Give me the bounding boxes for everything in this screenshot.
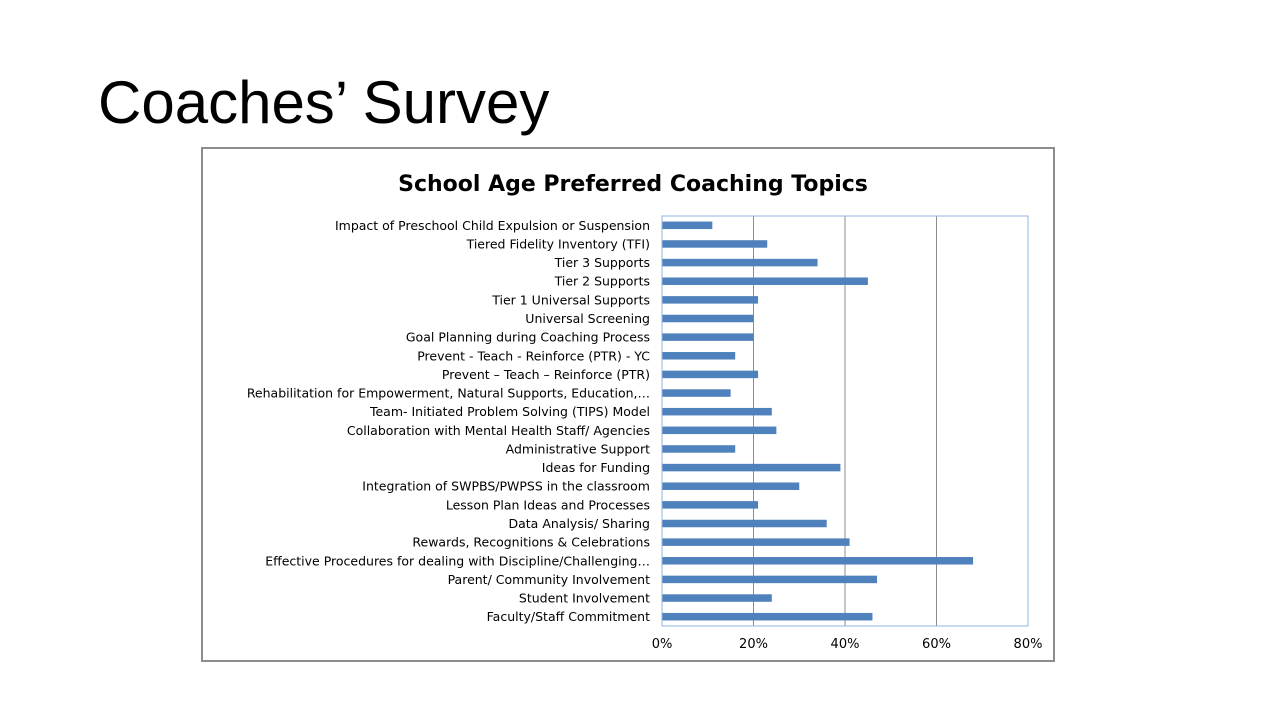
bar bbox=[662, 277, 868, 285]
x-tick-label: 60% bbox=[922, 637, 951, 652]
category-label: Universal Screening bbox=[525, 311, 650, 326]
category-label: Student Involvement bbox=[519, 591, 650, 606]
bar bbox=[662, 575, 878, 584]
bar bbox=[662, 594, 772, 602]
bar bbox=[662, 296, 759, 304]
category-label: Faculty/Staff Commitment bbox=[487, 609, 650, 624]
category-label: Ideas for Funding bbox=[542, 460, 650, 475]
category-label: Rewards, Recognitions & Celebrations bbox=[412, 535, 650, 550]
bar bbox=[662, 333, 754, 341]
bar bbox=[662, 612, 873, 621]
bar bbox=[662, 389, 731, 397]
category-label: Data Analysis/ Sharing bbox=[509, 516, 651, 531]
chart-frame: School Age Preferred Coaching Topics Imp… bbox=[201, 147, 1055, 662]
x-tick-label: 0% bbox=[652, 637, 673, 652]
bar bbox=[662, 407, 772, 416]
bar bbox=[662, 426, 777, 435]
category-label: Lesson Plan Ideas and Processes bbox=[446, 497, 650, 512]
category-label: Parent/ Community Involvement bbox=[448, 572, 651, 587]
bar bbox=[662, 445, 736, 453]
category-labels: Impact of Preschool Child Expulsion or S… bbox=[247, 218, 650, 624]
bar bbox=[662, 370, 759, 379]
plot-area-border bbox=[661, 215, 1029, 627]
category-label: Tiered Fidelity Inventory (TFI) bbox=[466, 236, 650, 251]
bars bbox=[662, 221, 974, 621]
bar bbox=[662, 519, 827, 528]
bar bbox=[662, 463, 841, 472]
slide-title: Coaches’ Survey bbox=[98, 69, 550, 136]
category-label: Prevent - Teach - Reinforce (PTR) - YC bbox=[417, 348, 650, 363]
x-tick-label: 20% bbox=[739, 637, 768, 652]
x-tick-label: 80% bbox=[1014, 637, 1043, 652]
category-label: Tier 1 Universal Supports bbox=[491, 292, 650, 307]
bar bbox=[662, 221, 713, 230]
category-label: Administrative Support bbox=[506, 441, 650, 456]
bar bbox=[662, 240, 768, 248]
x-axis-ticks: 0% 20% 40% 60% 80% bbox=[652, 637, 1043, 652]
category-label: Integration of SWPBS/PWPSS in the classr… bbox=[362, 479, 650, 494]
category-label: Prevent – Teach – Reinforce (PTR) bbox=[442, 367, 650, 382]
category-label: Impact of Preschool Child Expulsion or S… bbox=[335, 218, 650, 233]
chart-title: School Age Preferred Coaching Topics bbox=[398, 172, 868, 197]
category-label: Goal Planning during Coaching Process bbox=[406, 330, 650, 345]
bar-chart: School Age Preferred Coaching Topics Imp… bbox=[247, 172, 1043, 652]
bar bbox=[662, 258, 818, 267]
category-label: Tier 2 Supports bbox=[554, 274, 650, 289]
bar bbox=[662, 538, 850, 546]
category-label: Effective Procedures for dealing with Di… bbox=[265, 553, 650, 568]
category-label: Rehabilitation for Empowerment, Natural … bbox=[247, 386, 650, 401]
bar bbox=[662, 557, 974, 565]
x-tick-label: 40% bbox=[831, 637, 860, 652]
category-label: Collaboration with Mental Health Staff/ … bbox=[347, 423, 650, 438]
bar bbox=[662, 482, 800, 490]
category-label: Tier 3 Supports bbox=[554, 255, 650, 270]
category-label: Team- Initiated Problem Solving (TIPS) M… bbox=[369, 404, 650, 419]
bar bbox=[662, 501, 759, 509]
bar bbox=[662, 314, 754, 323]
bar bbox=[662, 352, 736, 360]
